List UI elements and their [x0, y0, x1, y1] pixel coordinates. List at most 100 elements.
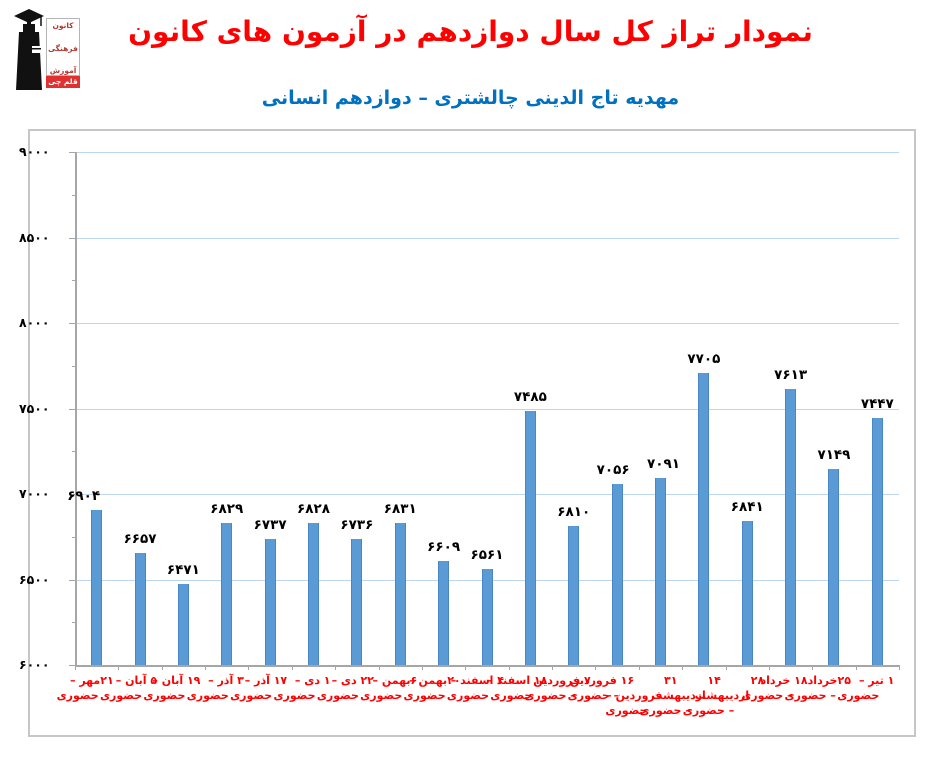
chart-subtitle: مهدیه تاج الدینی چالشتری – دوازدهم انسان…	[261, 87, 680, 109]
x-axis-label-line: ۲۲ دی –	[331, 674, 374, 687]
x-axis-label-line: ۱۹ آبان –	[152, 674, 201, 687]
x-axis-label-line: حضوری	[99, 689, 143, 702]
x-axis-label: ۲۵خرداد – حضوری	[773, 673, 851, 703]
x-axis-label-line: حضوری	[230, 689, 273, 702]
bar	[654, 478, 666, 665]
logo-badge: قلم چی	[46, 76, 80, 88]
bar-value-label: ۶۹۰۴	[67, 488, 101, 505]
bar-value-label: ۷۷۰۵	[687, 351, 721, 368]
y-axis-minor-tick	[72, 194, 75, 196]
logo-line3: آموزش	[49, 66, 77, 75]
x-axis-tick	[812, 665, 814, 670]
x-axis-label-line: حضوری	[446, 689, 489, 702]
x-axis-label: ۲۸ اردیبهشت – حضوری	[683, 673, 764, 718]
gridline	[75, 237, 899, 239]
x-axis-label-line: ۲۱مهر –	[69, 674, 114, 687]
x-axis-label-line: حضوری	[403, 689, 446, 702]
x-axis-tick	[508, 665, 510, 670]
x-axis-label-line: ۲۵خرداد	[807, 674, 851, 687]
x-axis-label-line: – حضوری	[567, 689, 620, 702]
gridline	[75, 494, 899, 495]
bar	[177, 584, 189, 665]
x-axis-tick	[205, 665, 207, 670]
x-axis-label-line: حضوری	[605, 704, 648, 717]
gridline	[75, 323, 899, 324]
x-axis-tick	[75, 665, 76, 670]
bar	[351, 539, 363, 665]
gridline	[75, 152, 899, 153]
x-axis-label-line: – حضوری	[784, 689, 836, 702]
y-axis-minor-tick	[72, 536, 75, 538]
x-axis-tick	[465, 665, 467, 670]
x-axis-label: ۱ تیر – حضوری	[816, 673, 894, 703]
x-axis-label: ۶بهمن – حضوری	[339, 673, 417, 703]
y-axis-tick	[69, 152, 75, 153]
x-axis-label-line: اردیبهشت	[694, 689, 750, 702]
y-axis-minor-tick	[72, 451, 75, 453]
x-axis-label-line: ۱ تیر –	[858, 674, 895, 687]
x-axis-label: ۲۰بهمن – حضوری	[383, 673, 461, 703]
x-axis-label: ۱۶ فروردین – حضوری	[556, 673, 634, 703]
y-axis-tick-label: ۹۰۰۰	[19, 144, 50, 159]
x-axis-label-line: – حضوری	[524, 689, 576, 702]
bar	[785, 389, 797, 665]
bar	[741, 521, 753, 665]
bar	[438, 560, 450, 665]
bar-value-label: ۷۴۴۷	[860, 395, 894, 412]
x-axis-label: ۲۱مهر – حضوری	[36, 673, 114, 703]
bar	[394, 522, 406, 665]
x-axis-label-line: حضوری	[316, 689, 359, 702]
chart-area: ۹۰۰۰ ۸۵۰۰ ۸۰۰۰ ۷۵۰۰ ۷۰۰۰ ۶۵۰۰ ۶۰۰۰ ۶۹۰۴ ۲۱مهر – ح…	[19, 129, 916, 737]
x-axis-label-line: ۳ آذر –	[208, 674, 244, 687]
x-axis-label: ۵ آبان – حضوری	[79, 673, 157, 703]
x-axis-label-line: ۱۶ فروردین	[569, 674, 635, 687]
x-axis-tick	[291, 665, 293, 670]
bar-value-label: ۷۱۴۹	[817, 446, 851, 463]
x-axis-label: ۷ فروردین – حضوری	[513, 673, 591, 703]
y-axis-tick	[69, 665, 75, 666]
x-axis-label: ۱۷ آذر – حضوری	[209, 673, 287, 703]
x-axis-label-line: ۱۸ خرداد	[760, 674, 808, 687]
x-axis-tick	[855, 665, 857, 670]
x-axis-label-line: ۴ اسفند –	[450, 674, 504, 687]
x-axis-label-line: ۳۱	[664, 674, 678, 687]
x-axis-label-line: ۷ فروردین	[533, 674, 591, 687]
x-axis-tick	[682, 665, 684, 670]
bar-value-label: ۶۵۶۱	[470, 547, 504, 564]
x-axis-label-line: حضوری	[186, 689, 229, 702]
y-axis-tick-label: ۸۵۰۰	[19, 229, 50, 245]
bar-value-label: ۷۶۱۳	[774, 367, 808, 384]
chart-title: نمودار تراز کل سال دوازدهم در آزمون های …	[128, 15, 813, 48]
x-axis-tick	[638, 665, 640, 670]
bar	[828, 468, 840, 665]
x-axis-label: ۲۲ دی – حضوری	[296, 673, 374, 703]
bar	[221, 523, 233, 665]
bar-value-label: ۶۶۵۷	[123, 530, 157, 547]
x-axis-label-line: ۵ آبان –	[115, 674, 158, 687]
bar	[91, 510, 103, 665]
x-axis-tick	[899, 665, 900, 670]
x-axis-label-line: – حضوری	[741, 689, 793, 702]
x-axis-label-line: ۱۴	[707, 674, 721, 687]
bar-value-label: ۶۸۲۸	[297, 501, 330, 518]
y-axis-tick	[69, 494, 75, 495]
x-axis-tick	[335, 665, 337, 670]
y-axis-tick	[69, 408, 75, 410]
x-axis-line	[75, 665, 899, 667]
x-axis-label-line: فروردین –	[606, 689, 663, 702]
x-axis-tick	[768, 665, 770, 670]
graduate-figure-icon	[14, 9, 44, 90]
bar	[524, 411, 536, 665]
x-axis-label-line: حضوری	[490, 689, 533, 702]
x-axis-label-line: ۱۷ آذر –	[244, 674, 288, 687]
x-axis-label: ۳ آذر – حضوری	[166, 673, 244, 703]
y-axis-tick-label: ۷۰۰۰	[19, 486, 50, 501]
logo-text-box: کانون فرهنگی آموزش	[46, 18, 80, 76]
x-axis-tick	[378, 665, 380, 670]
x-axis-label-line: حضوری	[273, 689, 316, 702]
x-axis-label: ۱ دی – حضوری	[253, 673, 330, 703]
y-axis-tick-label: ۶۵۰۰	[19, 571, 50, 587]
x-axis-label-line: حضوری	[56, 689, 99, 702]
bar-value-label: ۶۶۰۹	[427, 538, 461, 555]
x-axis-tick	[725, 665, 727, 670]
